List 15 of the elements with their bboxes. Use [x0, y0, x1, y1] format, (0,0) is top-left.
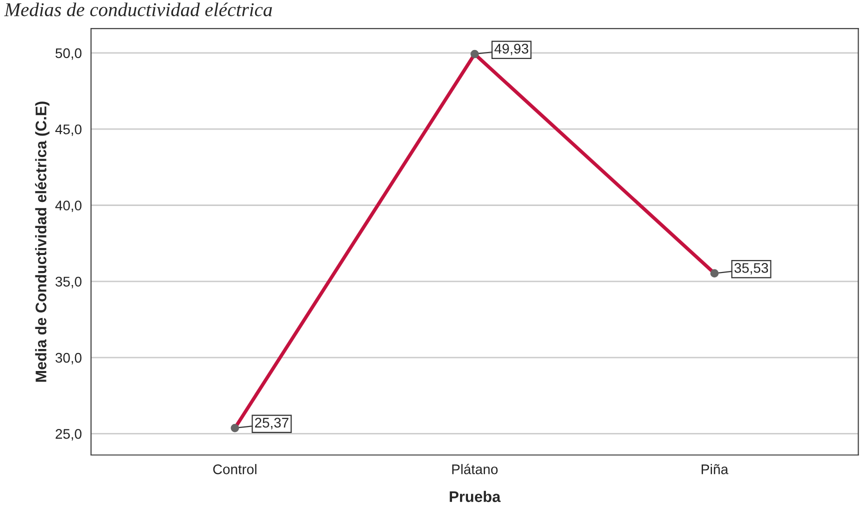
x-axis-title: Prueba — [450, 490, 501, 502]
x-tick-label: Control — [213, 464, 256, 474]
x-tick-label: Piña — [702, 464, 728, 474]
y-tick-label: 25,0 — [56, 429, 82, 440]
text: 35,53 — [734, 263, 768, 275]
y-tick-label: 35,0 — [56, 276, 82, 288]
chart-title: Medias de conductividad eléctrica — [4, 2, 272, 16]
y-tick-label: 40,0 — [55, 200, 82, 212]
text: 25,37 — [255, 418, 288, 430]
x-tick-label: Plátano — [452, 464, 498, 474]
y-tick-label: 30,0 — [56, 352, 82, 364]
text: 49,93 — [494, 44, 528, 56]
y-tick-label: 50,0 — [56, 48, 82, 60]
y-tick-label: 45,0 — [55, 124, 82, 136]
y-axis-title: Media de Conductividad eléctrica (C.E) — [35, 102, 50, 382]
